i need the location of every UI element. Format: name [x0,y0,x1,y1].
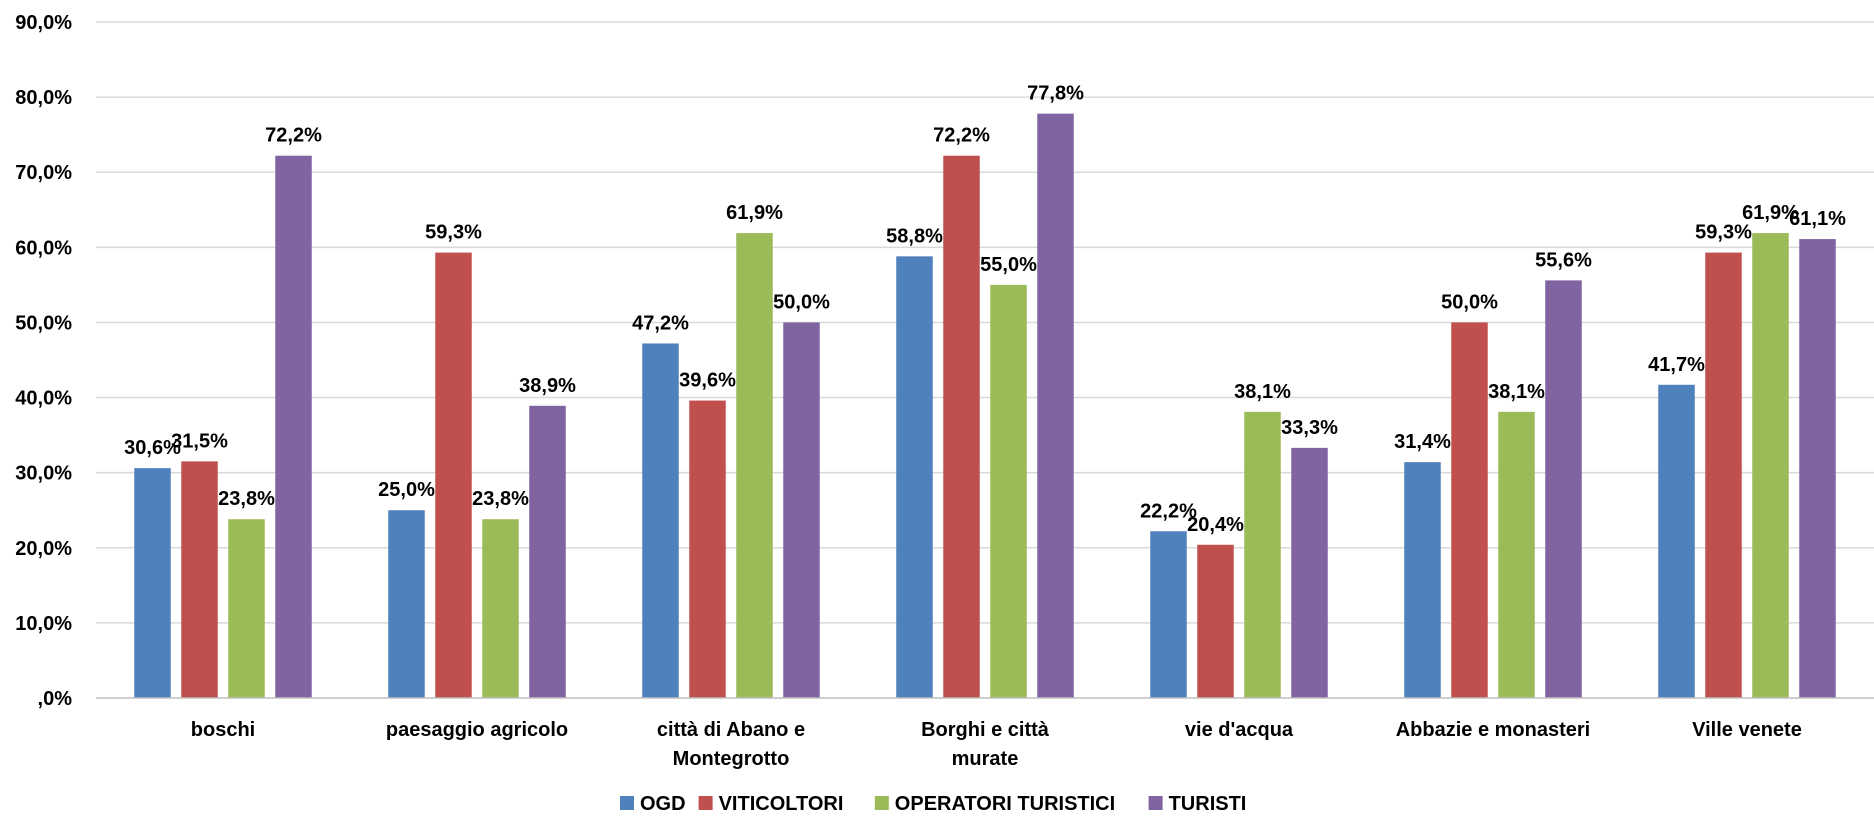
data-label: 72,2% [933,125,990,147]
x-tick-label: boschi [191,719,255,741]
x-tick-label: Ville venete [1692,719,1802,741]
data-label: 55,6% [1535,249,1592,271]
data-label: 23,8% [218,488,275,510]
bar [529,405,566,698]
data-label: 31,5% [171,430,228,452]
bar [1498,411,1535,698]
data-label: 38,9% [519,375,576,397]
data-label: 22,2% [1140,500,1197,522]
bar [134,468,171,698]
x-tick-label-line: vie d'acqua [1185,719,1294,741]
bar [1451,322,1488,698]
bar [943,155,980,699]
bar [435,252,472,698]
x-tick-label: paesaggio agricolo [386,719,568,741]
bar [1799,239,1836,698]
bars [134,113,1836,699]
bar [1404,462,1441,698]
bar [783,322,820,698]
data-label: 23,8% [472,488,529,510]
y-tick-label: 90,0% [15,12,72,34]
bar [896,256,933,698]
data-label: 50,0% [773,291,830,313]
data-label: 39,6% [679,370,736,392]
x-tick-label-line: paesaggio agricolo [386,719,568,741]
bar [642,343,679,698]
y-tick-label: ,0% [38,688,73,710]
bar [1197,544,1234,698]
bar [1752,233,1789,698]
bar [1150,531,1187,698]
legend-label: OGD [640,793,686,815]
data-labels: 30,6%31,5% 23,8% 72,2% 25,0% 59,3% 23,8% 38,9%… [124,83,1846,536]
bar [275,155,312,699]
data-label: 31,4% [1394,431,1451,453]
gridlines [96,21,1874,624]
bar [1244,411,1281,698]
x-tick-label: Abbazie e monasteri [1396,719,1591,741]
legend-label: TURISTI [1169,793,1247,815]
legend-swatch [620,796,634,810]
bar [736,233,773,698]
x-tick-label: città di Abano e Montegrotto [657,719,805,770]
y-tick-label: 20,0% [15,538,72,560]
bar [1037,113,1074,698]
bar [990,284,1027,698]
data-label: 61,1% [1789,208,1846,230]
y-tick-label: 60,0% [15,237,72,259]
bar [1291,447,1328,698]
bar [181,461,218,698]
x-tick-label-line: Montegrotto [673,748,790,770]
y-tick-label: 30,0% [15,463,72,485]
data-label: 55,0% [980,254,1037,276]
data-label: 38,1% [1234,381,1291,403]
bar [482,519,519,698]
bar [1658,384,1695,698]
y-tick-label: 10,0% [15,613,72,635]
data-label: 41,7% [1648,354,1705,376]
y-tick-label: 80,0% [15,87,72,109]
bar [689,400,726,698]
bar [388,510,425,698]
data-label: 59,3% [1695,222,1752,244]
x-tick-label-line: boschi [191,719,255,741]
data-label: 33,3% [1281,417,1338,439]
bar [228,519,265,698]
x-tick-label-line: murate [952,748,1019,770]
x-tick-label-line: Abbazie e monasteri [1396,719,1591,741]
data-label: 59,3% [425,222,482,244]
x-tick-label: vie d'acqua [1185,719,1294,741]
legend-swatch [698,796,713,810]
data-label: 77,8% [1027,83,1084,105]
data-label: 47,2% [632,312,689,334]
data-label: 61,9% [726,202,783,224]
x-axis: boschi paesaggio agricolo città di Abano e… [96,697,1874,770]
data-label: 38,1% [1488,381,1545,403]
data-label: 61,9% [1742,202,1799,224]
y-axis-tick-labels: ,0% 10,0% 20,0% 30,0% 40,0% 50,0% 60,0% 70,0% 80… [15,12,72,710]
legend-label: VITICOLTORI [719,793,844,815]
y-tick-label: 70,0% [15,162,72,184]
x-tick-label-line: città di Abano e [657,719,805,741]
data-label: 30,6% [124,437,181,459]
y-tick-label: 50,0% [15,312,72,334]
x-tick-label: Borghi e città murate [921,719,1050,770]
data-label: 58,8% [886,225,943,247]
x-tick-label-line: Borghi e città [921,719,1050,741]
legend-label: OPERATORI TURISTICI [895,793,1115,815]
bar [1705,252,1742,698]
data-label: 50,0% [1441,291,1498,313]
x-tick-label-line: Ville venete [1692,719,1802,741]
data-label: 72,2% [265,125,322,147]
data-label: 25,0% [378,479,435,501]
data-label: 20,4% [1187,514,1244,536]
legend-swatch [1148,796,1163,810]
bar [1545,280,1582,698]
legend: OGD VITICOLTORI OPERATORI TURISTICI TURISTI [620,793,1246,815]
legend-swatch [874,796,889,810]
y-tick-label: 40,0% [15,388,72,410]
